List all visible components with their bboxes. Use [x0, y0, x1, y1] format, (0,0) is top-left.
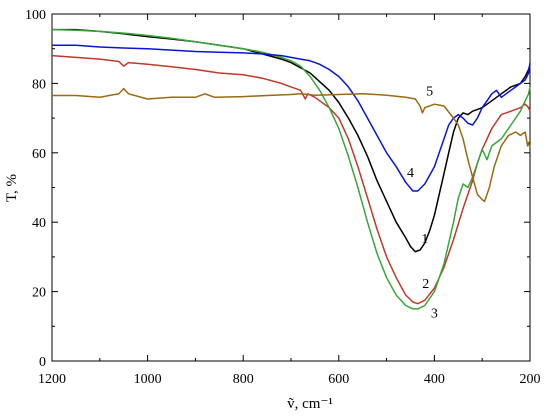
x-tick-label: 1200: [38, 372, 66, 387]
y-tick-label: 40: [32, 216, 46, 231]
x-tick-label: 400: [424, 372, 445, 387]
curve-label-3: 3: [431, 307, 438, 322]
series-line-1: [52, 28, 531, 253]
series-line-3: [51, 28, 531, 310]
series-line-4: [52, 44, 531, 192]
y-tick-label: 20: [32, 286, 46, 301]
plot-series: [51, 28, 531, 310]
x-tick-label: 200: [520, 372, 541, 387]
curve-label-2: 2: [422, 277, 429, 292]
series-line-2: [51, 54, 531, 305]
y-tick-label: 80: [32, 77, 46, 92]
y-tick-label: 100: [25, 8, 46, 23]
x-tick-label: 800: [233, 372, 254, 387]
curve-label-4: 4: [407, 166, 414, 181]
x-tick-label: 1000: [134, 372, 162, 387]
y-tick-label: 0: [39, 355, 46, 370]
curve-label-5: 5: [426, 85, 433, 100]
series-line-5: [52, 87, 531, 203]
x-tick-label: 600: [328, 372, 349, 387]
y-axis-label: T, %: [4, 174, 20, 202]
x-axis-label: ṽ, cm⁻¹: [287, 396, 333, 412]
plot-axes: 1200 1000 800 600 400 200 0 20 40 60 80 100: [25, 8, 541, 387]
curve-label-1: 1: [421, 232, 428, 247]
y-tick-label: 60: [32, 147, 46, 162]
